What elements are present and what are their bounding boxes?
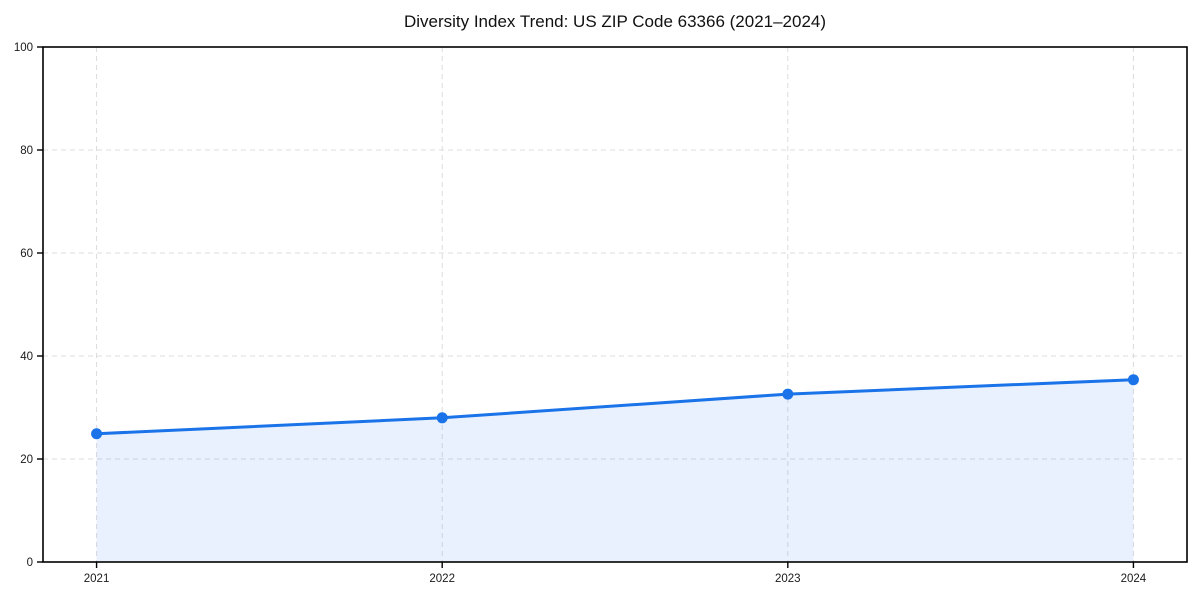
x-tick-label: 2021: [84, 573, 110, 585]
y-tick-label: 20: [20, 454, 33, 466]
x-tick-label: 2023: [775, 573, 801, 585]
trend-line: [96, 378, 1134, 436]
chart-title: Diversity Index Trend: US ZIP Code 63366…: [403, 12, 827, 31]
data-point-marker: [782, 388, 794, 400]
y-tick-label: 100: [14, 42, 33, 54]
x-tick-label: 2022: [429, 573, 455, 585]
area-fill: [96, 379, 1134, 562]
data-point-marker: [91, 428, 103, 440]
data-point-marker: [436, 412, 448, 424]
data-point-marker: [1127, 374, 1139, 386]
y-tick-label: 80: [20, 145, 33, 157]
y-tick-label: 40: [20, 351, 33, 363]
y-tick-label: 0: [27, 557, 33, 569]
plot-frame: [42, 46, 1188, 563]
y-tick-label: 60: [20, 248, 33, 260]
x-tick-label: 2024: [1121, 573, 1147, 585]
